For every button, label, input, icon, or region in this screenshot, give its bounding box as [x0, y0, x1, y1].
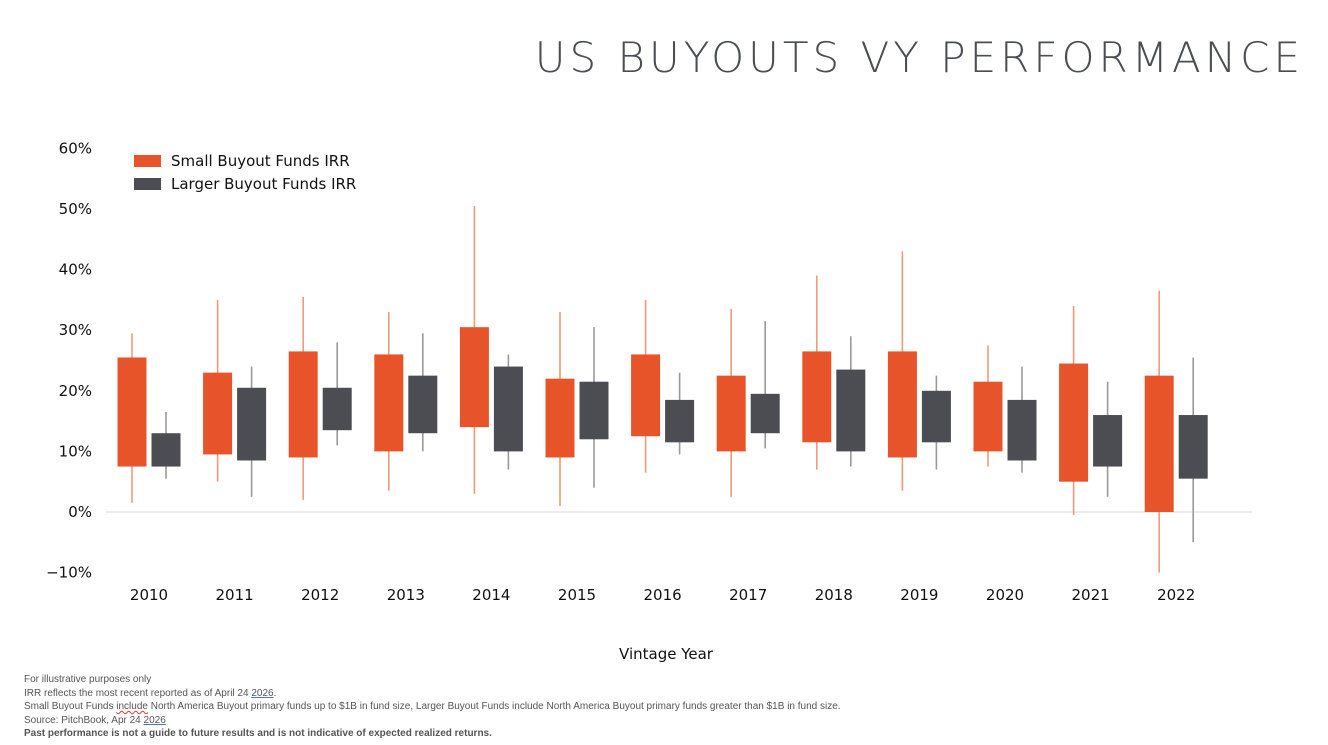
y-tick-label: 40% — [59, 261, 92, 279]
large-box-2011 — [237, 387, 267, 461]
small-box-2015 — [545, 378, 575, 458]
y-tick-label: 0% — [68, 503, 92, 521]
small-box-2022 — [1144, 375, 1174, 512]
large-box-2013 — [408, 375, 438, 434]
x-tick-label: 2010 — [130, 586, 168, 604]
x-tick-label: 2015 — [558, 586, 596, 604]
box-plot-chart: −10%0%10%20%30%40%50%60% 2010 2011 2012 201… — [46, 139, 1252, 663]
x-axis-label: Vintage Year — [619, 645, 714, 663]
x-tick-label: 2014 — [472, 586, 510, 604]
small-box-2010 — [117, 357, 147, 467]
footnote-irr-text: IRR reflects the most recent reported as… — [24, 687, 252, 699]
x-axis-ticks: 2010 2011 2012 2013 2014 2015 2016 2017 2018 2019… — [130, 586, 1195, 604]
y-tick-label: 10% — [59, 442, 92, 460]
large-box-2010 — [151, 433, 181, 467]
large-box-2015 — [579, 381, 609, 440]
footnote-disclaimer: Past performance is not a guide to futur… — [24, 728, 492, 739]
footnote-source: Source: PitchBook, Apr 24 2026 — [24, 714, 1314, 728]
large-box-2016 — [665, 399, 695, 443]
x-tick-label: 2019 — [900, 586, 938, 604]
footnote-irr: IRR reflects the most recent reported as… — [24, 687, 1314, 701]
y-tick-label: −10% — [46, 564, 92, 582]
small-box-2011 — [203, 372, 233, 455]
footnote-definitions-c: North America Buyout primary funds up to… — [147, 701, 841, 712]
small-box-2013 — [374, 354, 404, 452]
footnote-definitions-a: Small Buyout Funds — [24, 701, 117, 712]
legend-label-small: Small Buyout Funds IRR — [171, 152, 350, 170]
small-box-2012 — [288, 351, 318, 458]
x-tick-label: 2020 — [986, 586, 1024, 604]
x-tick-label: 2017 — [729, 586, 767, 604]
footnote-irr-year: 2026 — [251, 687, 274, 699]
x-tick-label: 2011 — [216, 586, 254, 604]
y-tick-label: 20% — [59, 382, 92, 400]
large-box-2012 — [322, 387, 352, 431]
large-box-2019 — [921, 390, 951, 443]
footnotes: For illustrative purposes only IRR refle… — [24, 673, 1314, 741]
large-box-2014 — [493, 366, 523, 452]
small-box-2016 — [631, 354, 661, 437]
x-tick-label: 2016 — [644, 586, 682, 604]
y-axis-ticks: −10% 0% 10% 20% 30% 40% 50% 60% — [46, 139, 92, 581]
small-box-2014 — [459, 327, 489, 428]
page-title: US BUYOUTS VY PERFORMANCE — [534, 33, 1304, 82]
footnote-source-year: 2026 — [143, 714, 166, 726]
legend-swatch-small — [134, 155, 161, 167]
small-box-2017 — [716, 375, 746, 452]
footnote-illustrative: For illustrative purposes only — [24, 674, 152, 685]
footnote-irr-end: . — [273, 687, 277, 699]
y-tick-label: 60% — [59, 139, 92, 157]
footnote-source-text: Source: PitchBook, Apr 24 — [24, 714, 144, 726]
y-tick-label: 50% — [59, 200, 92, 218]
legend: Small Buyout Funds IRR Larger Buyout Fund… — [134, 152, 356, 193]
small-box-2019 — [887, 351, 917, 458]
x-tick-label: 2021 — [1072, 586, 1110, 604]
x-tick-label: 2013 — [387, 586, 425, 604]
small-box-2021 — [1059, 363, 1089, 482]
small-box-2020 — [973, 381, 1003, 452]
small-box-2018 — [802, 351, 832, 443]
y-tick-label: 30% — [59, 321, 92, 339]
large-box-2020 — [1007, 399, 1037, 461]
legend-label-large: Larger Buyout Funds IRR — [171, 175, 356, 193]
large-box-2022 — [1178, 415, 1208, 479]
x-tick-label: 2022 — [1157, 586, 1195, 604]
x-tick-label: 2018 — [815, 586, 853, 604]
footnote-definitions-b: include — [116, 701, 148, 712]
x-tick-label: 2012 — [301, 586, 339, 604]
footnote-definitions: Small Buyout Funds include North America… — [24, 700, 1314, 714]
large-box-2021 — [1093, 415, 1123, 467]
large-box-2018 — [836, 369, 866, 452]
legend-swatch-large — [134, 178, 161, 190]
chart-boxes — [117, 205, 1208, 573]
large-box-2017 — [750, 393, 780, 434]
